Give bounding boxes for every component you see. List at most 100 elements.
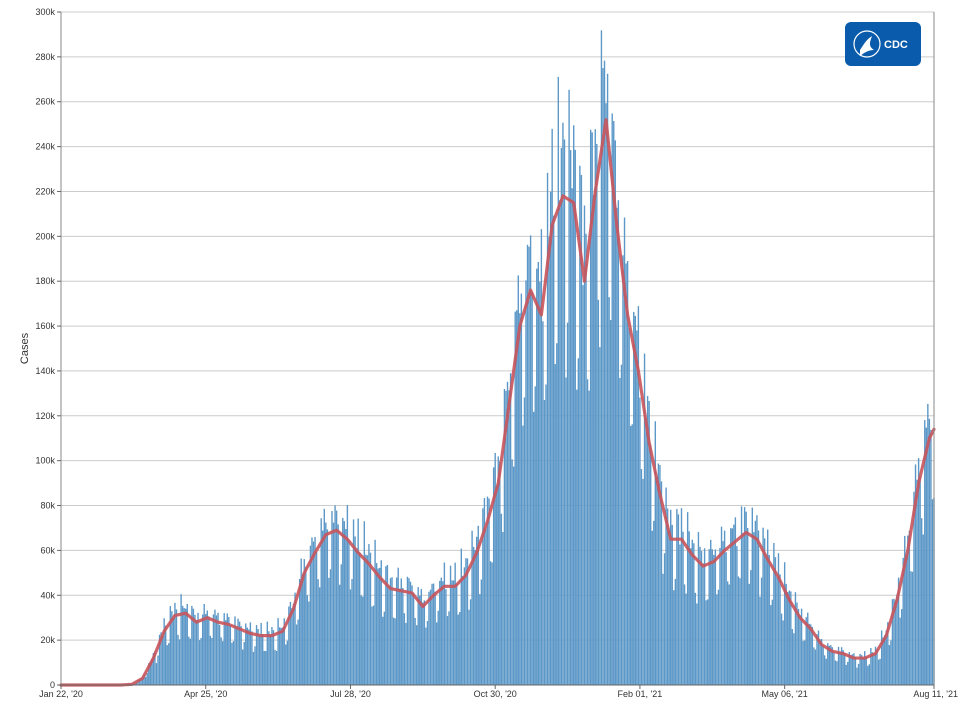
y-tick-label: 160k	[35, 321, 55, 331]
daily-cases-bar	[361, 595, 362, 685]
daily-cases-bar	[461, 549, 462, 685]
daily-cases-bar	[248, 629, 249, 685]
daily-cases-bar	[775, 557, 776, 685]
daily-cases-bar	[819, 639, 820, 685]
daily-cases-bar	[799, 615, 800, 685]
daily-cases-bar	[755, 521, 756, 685]
daily-cases-bar	[405, 623, 406, 685]
daily-cases-bar	[462, 576, 463, 685]
daily-cases-bar	[679, 545, 680, 685]
daily-cases-bar	[351, 579, 352, 685]
daily-cases-bar	[165, 626, 166, 685]
daily-cases-bar	[812, 627, 813, 685]
daily-cases-bar	[458, 615, 459, 685]
daily-cases-bar	[388, 586, 389, 685]
daily-cases-bar	[488, 498, 489, 685]
daily-cases-bar	[533, 412, 534, 685]
daily-cases-bar	[779, 574, 780, 685]
daily-cases-bar	[194, 615, 195, 685]
daily-cases-bar	[490, 561, 491, 685]
daily-cases-bar	[786, 584, 787, 685]
daily-cases-bar	[881, 631, 882, 685]
daily-cases-bar	[474, 550, 475, 685]
daily-cases-bar	[559, 200, 560, 685]
daily-cases-bar	[656, 477, 657, 685]
daily-cases-bar	[664, 553, 665, 685]
daily-cases-bar	[331, 511, 332, 685]
daily-cases-bar	[846, 665, 847, 685]
daily-cases-bar	[604, 61, 605, 685]
daily-cases-bar	[173, 618, 174, 685]
daily-cases-bar	[713, 555, 714, 685]
cdc-logo-background	[845, 22, 921, 66]
daily-cases-bar	[535, 386, 536, 685]
daily-cases-bar	[747, 528, 748, 685]
daily-cases-bar	[555, 364, 556, 685]
daily-cases-bar	[373, 606, 374, 685]
y-tick-label: 180k	[35, 276, 55, 286]
daily-cases-bar	[652, 531, 653, 685]
daily-cases-bar	[445, 589, 446, 685]
cdc-logo: CDC	[845, 22, 921, 66]
daily-cases-bar	[521, 294, 522, 685]
daily-cases-bar	[739, 578, 740, 685]
daily-cases-bar	[578, 358, 579, 685]
daily-cases-bar	[524, 397, 525, 685]
daily-cases-bar	[499, 461, 500, 685]
daily-cases-bar	[804, 640, 805, 685]
daily-cases-bar	[824, 655, 825, 685]
daily-cases-bar	[527, 245, 528, 685]
y-tick-label: 60k	[40, 545, 55, 555]
daily-cases-bar	[396, 578, 397, 685]
daily-cases-bar	[727, 581, 728, 685]
daily-cases-bar	[682, 532, 683, 685]
daily-cases-bar	[390, 578, 391, 685]
daily-cases-bar	[622, 255, 623, 685]
daily-cases-bar	[829, 646, 830, 685]
daily-cases-bar	[576, 390, 577, 685]
daily-cases-bar	[608, 297, 609, 685]
daily-cases-bar	[565, 377, 566, 685]
daily-cases-bar	[498, 456, 499, 685]
daily-cases-bar	[784, 562, 785, 685]
daily-cases-bar	[778, 553, 779, 685]
daily-cases-bar	[909, 531, 910, 685]
daily-cases-bar	[750, 570, 751, 685]
daily-cases-bar	[408, 578, 409, 685]
daily-cases-bar	[839, 652, 840, 685]
daily-cases-bar	[749, 584, 750, 685]
daily-cases-bar	[356, 548, 357, 685]
daily-cases-bar	[322, 531, 323, 685]
daily-cases-bar	[773, 543, 774, 685]
daily-cases-bar	[210, 636, 211, 685]
daily-cases-bar	[316, 552, 317, 685]
daily-cases-bar	[333, 523, 334, 685]
daily-cases-bar	[736, 546, 737, 685]
daily-cases-bars	[122, 30, 935, 685]
daily-cases-bar	[699, 547, 700, 685]
daily-cases-bar	[170, 606, 171, 685]
daily-cases-bar	[433, 584, 434, 685]
daily-cases-bar	[442, 581, 443, 685]
daily-cases-bar	[447, 616, 448, 685]
daily-cases-bar	[444, 563, 445, 685]
daily-cases-bar	[921, 518, 922, 685]
daily-cases-bar	[327, 529, 328, 685]
daily-cases-bar	[759, 597, 760, 685]
daily-cases-bar	[282, 628, 283, 686]
daily-cases-bar	[761, 578, 762, 685]
daily-cases-bar	[906, 555, 907, 685]
daily-cases-bar	[833, 652, 834, 685]
daily-cases-bar	[522, 426, 523, 685]
daily-cases-bar	[464, 567, 465, 685]
average-line-layer	[61, 120, 934, 685]
daily-cases-bar	[481, 580, 482, 685]
daily-cases-bar	[901, 609, 902, 685]
daily-cases-bar	[553, 216, 554, 685]
daily-cases-bar	[422, 603, 423, 685]
daily-cases-bar	[260, 623, 261, 685]
daily-cases-bar	[293, 604, 294, 685]
daily-cases-bar	[208, 616, 209, 685]
daily-cases-bar	[602, 68, 603, 685]
daily-cases-bar	[715, 549, 716, 685]
